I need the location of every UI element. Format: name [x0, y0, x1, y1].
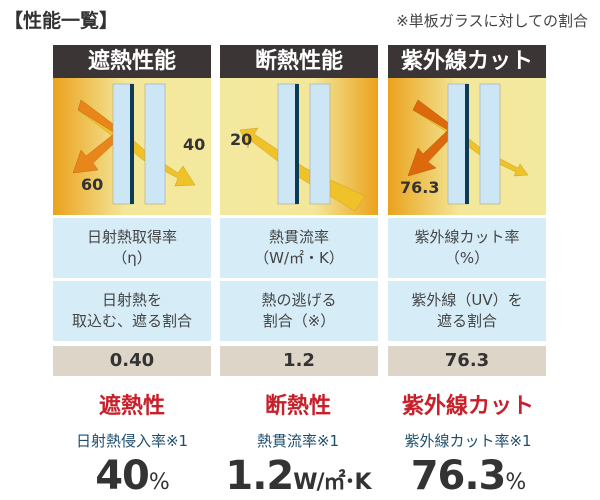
- reflect-value: 76.3: [400, 178, 440, 197]
- metric-value: 1.2: [220, 346, 378, 376]
- summary-uv-cut: 紫外線カット 紫外線カット率※1 76.3%: [378, 388, 558, 499]
- column-header: 遮熱性能: [53, 45, 211, 78]
- description-row: 日射熱を取込む、遮る割合: [53, 281, 211, 341]
- metric-label: 紫外線カット率: [414, 228, 520, 246]
- summary-metric: 熱貫流率※1: [256, 432, 340, 450]
- summary-label: 遮熱性: [98, 394, 165, 419]
- reflect-value: 60: [81, 175, 104, 194]
- column-header: 紫外線カット: [388, 45, 546, 78]
- summary-value: 1.2: [225, 453, 294, 499]
- summary-unit: %: [148, 470, 170, 495]
- summary-label: 断熱性: [264, 394, 331, 419]
- summary-unit: W/㎡･K: [293, 470, 371, 495]
- description-row: 熱の逃げる割合（※）: [220, 281, 378, 341]
- summary-value: 40: [95, 453, 150, 499]
- reflect-value: 20: [230, 130, 253, 149]
- metric-row: 紫外線カット率 （%）: [388, 218, 546, 278]
- footnote: ※単板ガラスに対しての割合: [396, 12, 588, 30]
- column-heat-shield: 遮熱性能 60 40 日射熱取得率 （η） 日射熱を取込む、遮る割合 0.40: [53, 45, 211, 376]
- diagram-uv-cut: 76.3: [388, 78, 546, 215]
- pass-value: 40: [183, 135, 206, 154]
- summary-insulation: 断熱性 熱貫流率※1 1.2W/㎡･K: [208, 388, 388, 499]
- summary-label: 紫外線カット: [401, 394, 534, 419]
- metric-row: 熱貫流率 （W/㎡・K）: [220, 218, 378, 278]
- metric-value: 76.3: [388, 346, 546, 376]
- column-header: 断熱性能: [220, 45, 378, 78]
- description-line: 遮る割合: [436, 312, 497, 330]
- summary-metric: 日射熱侵入率※1: [75, 432, 189, 450]
- description-row: 紫外線（UV）を 遮る割合: [388, 281, 546, 341]
- glass-diagram-icon: [388, 78, 546, 215]
- page-title: 【性能一覧】: [4, 10, 119, 32]
- metric-row: 日射熱取得率 （η）: [53, 218, 211, 278]
- column-uv-cut: 紫外線カット 76.3 紫外線カット率 （%） 紫外線（UV）を 遮る割合 76.3: [388, 45, 546, 376]
- summary-heat-shield: 遮熱性 日射熱侵入率※1 40%: [42, 388, 222, 499]
- glass-diagram-icon: [220, 78, 378, 215]
- summary-metric: 紫外線カット率※1: [404, 432, 532, 450]
- metric-unit: （W/㎡・K）: [254, 249, 344, 267]
- description-line: 日射熱を: [101, 291, 162, 309]
- glass-diagram-icon: [53, 78, 211, 215]
- summary-unit: %: [505, 470, 526, 495]
- description-line: 取込む、遮る割合: [71, 312, 192, 330]
- metric-unit: （η）: [112, 249, 152, 267]
- description-line: 紫外線（UV）を: [411, 291, 523, 309]
- summary-value: 76.3: [410, 453, 507, 499]
- column-insulation: 断熱性能 20 熱貫流率 （W/㎡・K） 熱の逃げる割合（※） 1.2: [220, 45, 378, 376]
- metric-value: 0.40: [53, 346, 211, 376]
- metric-label: 熱貫流率: [268, 228, 329, 246]
- diagram-heat-shield: 60 40: [53, 78, 211, 215]
- metric-label: 日射熱取得率: [86, 228, 177, 246]
- diagram-insulation: 20: [220, 78, 378, 215]
- description-line: 割合（※）: [262, 312, 336, 330]
- metric-unit: （%）: [444, 249, 490, 267]
- description-line: 熱の逃げる: [261, 291, 337, 309]
